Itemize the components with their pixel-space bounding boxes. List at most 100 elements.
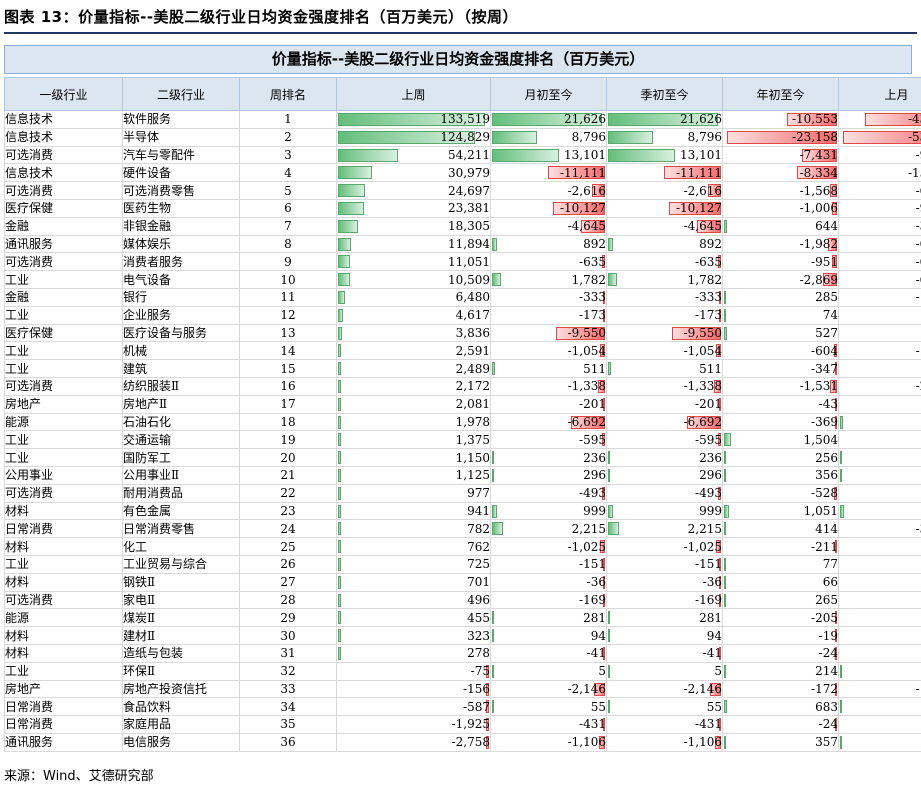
cell-last-week: 3,836 [336,323,491,343]
cell-year-to-date: -1,531 [722,376,839,396]
data-bar-positive [492,362,495,376]
col-header-last-month: 上月 [838,77,921,111]
cell-value: -8,334 [799,165,838,180]
data-bar-negative [718,308,721,322]
cell-value: -205 [811,610,838,625]
cell-value: 296 [699,468,722,483]
cell-industry-l1: 材料 [4,572,123,592]
cell-value: 55 [590,699,606,714]
cell-year-to-date: -369 [722,412,839,432]
cell-value: 455 [467,610,490,625]
cell-quarter-to-date: 55 [606,697,723,717]
cell-weekly-rank: 2 [239,127,337,147]
cell-value: 511 [699,361,722,376]
cell-last-week: 323 [336,626,491,645]
cell-value: -595 [695,432,722,447]
cell-value: 2,489 [455,361,490,376]
cell-last-month: -481 [838,394,921,414]
cell-year-to-date: -528 [722,483,839,503]
cell-quarter-to-date: -169 [606,590,723,610]
cell-value: 55 [706,699,722,714]
cell-value: 23,381 [448,201,490,216]
cell-weekly-rank: 22 [239,483,337,503]
data-bar-negative [602,290,605,304]
data-bar-negative [548,166,605,180]
cell-value: 265 [815,592,838,607]
cell-value: -43 [818,397,838,412]
cell-last-month: -558 [838,483,921,503]
data-bar-negative [715,735,721,749]
data-bar-positive [840,664,843,678]
cell-quarter-to-date: -6,692 [606,412,723,432]
cell-industry-l2: 机械 [122,341,240,361]
data-bar-negative [718,575,721,589]
cell-industry-l2: 环保Ⅱ [122,661,240,681]
cell-value: -15,534 [907,165,921,180]
data-bar-negative [832,201,837,215]
cell-industry-l2: 耐用消费品 [122,483,240,503]
cell-industry-l2: 软件服务 [122,110,240,129]
data-bar-negative [827,237,837,251]
cell-industry-l2: 媒体娱乐 [122,234,240,254]
header-row: 一级行业 二级行业 周排名 上周 月初至今 季初至今 年初至今 上月 [4,77,921,111]
cell-year-to-date: -10,553 [722,110,839,129]
cell-industry-l1: 医疗保健 [4,323,123,343]
data-bar-positive [338,557,342,571]
cell-value: 2,172 [455,379,490,394]
cell-year-to-date: 356 [722,465,839,485]
cell-industry-l2: 银行 [122,287,240,307]
cell-weekly-rank: 25 [239,537,337,556]
cell-value: -9,550 [567,325,606,340]
cell-value: 1,051 [803,503,838,518]
cell-last-month: -6,067 [838,181,921,200]
cell-value: 74 [822,308,838,323]
cell-weekly-rank: 19 [239,430,337,450]
cell-value: 236 [699,450,722,465]
cell-value: 77 [822,557,838,572]
cell-value: 8,796 [687,130,722,145]
cell-industry-l1: 可选消费 [4,483,123,503]
cell-month-to-date: -1,338 [490,376,607,396]
data-bar-negative [710,682,721,696]
cell-value: 527 [815,325,838,340]
data-bar-negative [598,379,605,393]
cell-industry-l2: 家庭用品 [122,715,240,734]
cell-industry-l1: 材料 [4,626,123,645]
data-bar-positive [492,451,495,465]
cell-value: 1,504 [803,432,838,447]
cell-last-month: -9,635 [838,198,921,218]
data-bar-positive [724,700,728,714]
cell-weekly-rank: 21 [239,465,337,485]
cell-weekly-rank: 7 [239,216,337,236]
cell-industry-l1: 可选消费 [4,590,123,610]
cell-quarter-to-date: 236 [606,448,723,467]
data-bar-negative [834,682,837,696]
cell-value: 281 [583,610,606,625]
data-bar-negative [556,326,605,340]
data-bar-positive [338,326,343,340]
cell-last-week: 18,305 [336,216,491,236]
cell-value: -6,738 [915,236,921,251]
data-bar-positive [724,593,727,607]
cell-year-to-date: -24 [722,715,839,734]
cell-weekly-rank: 9 [239,252,337,272]
data-bar-positive [338,629,342,643]
cell-weekly-rank: 32 [239,661,337,681]
col-header-year-to-date: 年初至今 [722,77,839,111]
data-bar-negative [485,718,489,732]
cell-month-to-date: -10,127 [490,198,607,218]
data-bar-negative [797,166,837,180]
data-bar-negative [834,629,837,643]
cell-value: -6,692 [567,414,606,429]
cell-value: 24,697 [448,183,490,198]
cell-weekly-rank: 11 [239,287,337,307]
cell-value: 2,215 [571,521,606,536]
cell-last-week: 1,125 [336,465,491,485]
data-bar-negative [834,397,837,411]
cell-industry-l2: 房地产投资信托 [122,679,240,699]
cell-value: 1,150 [455,450,490,465]
